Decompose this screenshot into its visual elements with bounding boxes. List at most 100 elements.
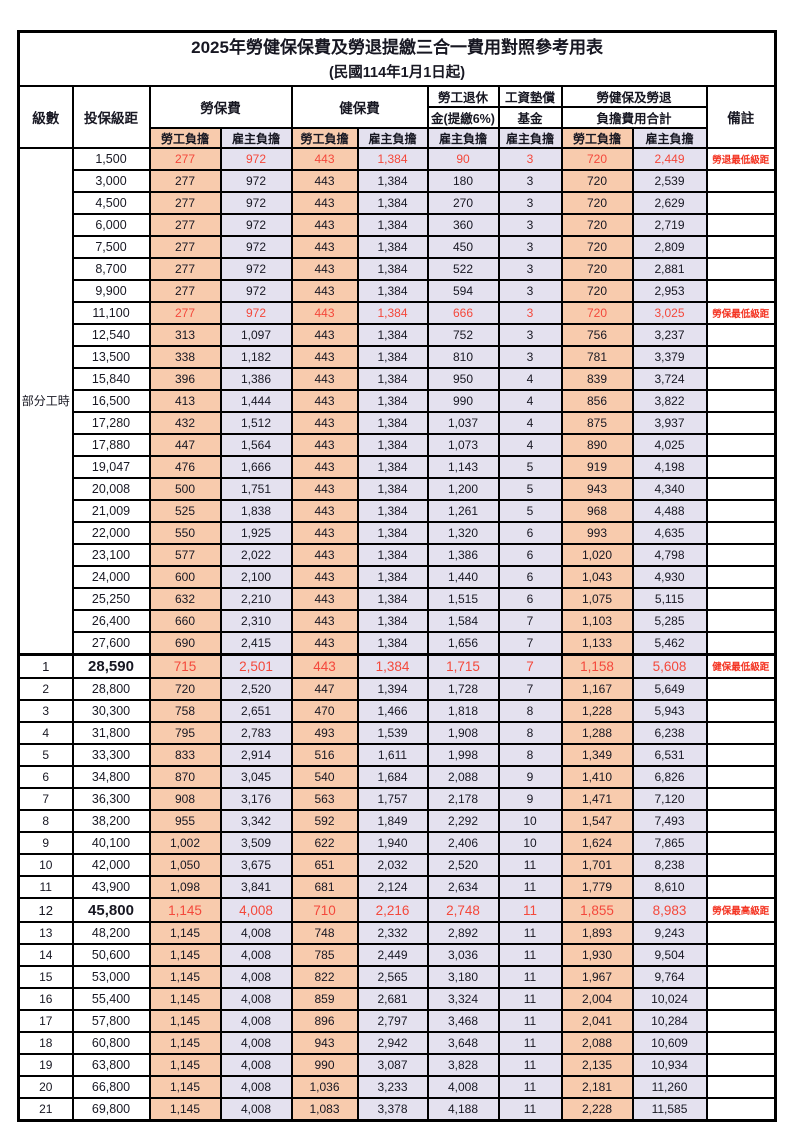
subheader-total-employer: 雇主負擔: [631, 127, 708, 149]
cell-level: 18: [17, 1031, 74, 1055]
table-row: 22,000 550 1,925 443 1,384 1,320 6 993 4,635: [19, 521, 777, 545]
table-row: 20,008 500 1,751 443 1,384 1,200 5 943 4,340: [19, 477, 777, 501]
cell-pension-employer: 1,261: [426, 499, 500, 523]
cell-wage-fund-employer: 11: [497, 1097, 563, 1121]
cell-labor-insurance-employer: 972: [219, 257, 293, 281]
cell-total-employee: 1,471: [560, 787, 634, 811]
cell-health-insurance-employer: 1,384: [356, 521, 429, 545]
cell-remark: [705, 455, 777, 479]
cell-wage-fund-employer: 3: [497, 257, 563, 281]
cell-remark: [705, 279, 777, 303]
subheader-labor-employee: 勞工負擔: [148, 127, 222, 149]
cell-wage-fund-employer: 7: [497, 631, 563, 655]
cell-total-employer: 4,930: [631, 565, 708, 589]
cell-health-insurance-employee: 651: [290, 853, 359, 877]
cell-total-employer: 3,937: [631, 411, 708, 435]
cell-pension-employer: 1,818: [426, 699, 500, 723]
cell-labor-insurance-employee: 600: [148, 565, 222, 589]
cell-wage-fund-employer: 11: [497, 1053, 563, 1077]
cell-health-insurance-employee: 443: [290, 279, 359, 303]
cell-pension-employer: 2,748: [426, 897, 500, 923]
cell-health-insurance-employer: 1,684: [356, 765, 429, 789]
header-row-burden: 勞工負擔 雇主負擔 勞工負擔 雇主負擔 雇主負擔 雇主負擔 勞工負擔 雇主負擔: [19, 127, 776, 149]
cell-total-employee: 2,228: [560, 1097, 634, 1121]
cell-labor-insurance-employee: 1,050: [148, 853, 222, 877]
cell-pension-employer: 594: [426, 279, 500, 303]
cell-pension-employer: 990: [426, 389, 500, 413]
table-row: 23,100 577 2,022 443 1,384 1,386 6 1,020 4,798: [19, 543, 777, 567]
cell-health-insurance-employee: 710: [290, 897, 359, 923]
cell-level: 14: [17, 943, 74, 967]
cell-level: 6: [17, 765, 74, 789]
cell-health-insurance-employee: 1,036: [290, 1075, 359, 1099]
cell-labor-insurance-employee: 1,145: [148, 1097, 222, 1121]
cell-health-insurance-employer: 2,681: [356, 987, 429, 1011]
cell-pension-employer: 1,440: [426, 565, 500, 589]
col-header-salary-bracket: 投保級距: [71, 85, 151, 149]
cell-total-employee: 1,075: [560, 587, 634, 611]
cell-labor-insurance-employee: 1,145: [148, 1009, 222, 1033]
cell-wage-fund-employer: 6: [497, 543, 563, 567]
cell-total-employee: 720: [560, 191, 634, 215]
cell-level: 4: [17, 721, 74, 745]
cell-salary: 30,300: [71, 699, 151, 723]
table-row: 10 42,000 1,050 3,675 651 2,032 2,520 11 1,701 8,…: [17, 853, 777, 877]
cell-health-insurance-employer: 1,384: [356, 433, 429, 457]
cell-pension-employer: 1,320: [426, 521, 500, 545]
cell-labor-insurance-employee: 632: [148, 587, 222, 611]
cell-total-employer: 2,881: [631, 257, 708, 281]
cell-labor-insurance-employee: 1,002: [148, 831, 222, 855]
cell-total-employer: 10,284: [631, 1009, 708, 1033]
col-header-health-insurance: 健保費: [290, 85, 429, 129]
cell-health-insurance-employer: 1,384: [356, 565, 429, 589]
cell-total-employer: 6,826: [631, 765, 708, 789]
cell-health-insurance-employee: 563: [290, 787, 359, 811]
cell-remark: [705, 345, 777, 369]
cell-total-employee: 720: [560, 301, 634, 325]
table-row: 24,000 600 2,100 443 1,384 1,440 6 1,043 4,930: [19, 565, 777, 589]
cell-health-insurance-employee: 540: [290, 765, 359, 789]
cell-labor-insurance-employee: 955: [148, 809, 222, 833]
cell-labor-insurance-employee: 720: [148, 677, 222, 701]
cell-labor-insurance-employee: 870: [148, 765, 222, 789]
cell-pension-employer: 1,386: [426, 543, 500, 567]
cell-health-insurance-employer: 2,216: [356, 897, 429, 923]
cell-level: 11: [17, 875, 74, 899]
cell-health-insurance-employer: 2,332: [356, 921, 429, 945]
col-header-level: 級數: [17, 85, 74, 149]
table-row: 7 36,300 908 3,176 563 1,757 2,178 9 1,471 7,120: [17, 787, 777, 811]
cell-remark: [705, 323, 777, 347]
title-row: 2025年勞健保保費及勞退提繳三合一費用對照參考用表 (民國114年1月1日起): [17, 30, 777, 87]
cell-labor-insurance-employer: 4,008: [219, 1009, 293, 1033]
cell-pension-employer: 2,520: [426, 853, 500, 877]
cell-level: 5: [17, 743, 74, 767]
cell-remark: [705, 987, 777, 1011]
cell-total-employer: 2,809: [631, 235, 708, 259]
cell-wage-fund-employer: 8: [497, 699, 563, 723]
cell-health-insurance-employer: 1,384: [356, 477, 429, 501]
table-row: 21,009 525 1,838 443 1,384 1,261 5 968 4,488: [19, 499, 777, 523]
cell-pension-employer: 1,037: [426, 411, 500, 435]
cell-labor-insurance-employee: 525: [148, 499, 222, 523]
cell-total-employee: 2,041: [560, 1009, 634, 1033]
cell-total-employer: 2,953: [631, 279, 708, 303]
cell-salary: 22,000: [71, 521, 151, 545]
cell-pension-employer: 2,892: [426, 921, 500, 945]
cell-wage-fund-employer: 9: [497, 787, 563, 811]
cell-total-employee: 993: [560, 521, 634, 545]
cell-health-insurance-employee: 592: [290, 809, 359, 833]
subheader-pension-employer: 雇主負擔: [426, 127, 500, 149]
cell-health-insurance-employee: 493: [290, 721, 359, 745]
table-row: 部分工時 1,500 277 972 443 1,384 90 3 720 2,449 勞退最低級距: [17, 147, 777, 655]
table-row: 12,540 313 1,097 443 1,384 752 3 756 3,237: [19, 323, 777, 347]
cell-wage-fund-employer: 11: [497, 853, 563, 877]
cell-remark: [705, 699, 777, 723]
cell-health-insurance-employer: 1,384: [356, 323, 429, 347]
cell-health-insurance-employer: 1,611: [356, 743, 429, 767]
cell-labor-insurance-employer: 4,008: [219, 1075, 293, 1099]
cell-level: 15: [17, 965, 74, 989]
cell-pension-employer: 3,036: [426, 943, 500, 967]
cell-total-employee: 720: [560, 169, 634, 193]
header-row-group: 級數 投保級距 勞保費 健保費 勞工退休 工資墊償 勞健保及勞退 備註: [17, 85, 777, 149]
cell-health-insurance-employer: 1,384: [356, 455, 429, 479]
